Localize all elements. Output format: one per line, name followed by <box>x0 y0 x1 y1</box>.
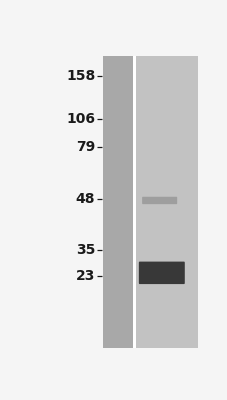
FancyBboxPatch shape <box>138 262 184 284</box>
Bar <box>136 56 197 348</box>
Text: 106: 106 <box>66 112 95 126</box>
Text: 158: 158 <box>66 69 95 83</box>
Text: 23: 23 <box>76 269 95 283</box>
Text: 79: 79 <box>76 140 95 154</box>
FancyBboxPatch shape <box>141 197 176 204</box>
Text: 35: 35 <box>76 243 95 257</box>
Bar <box>133 56 136 348</box>
Text: 48: 48 <box>75 192 95 206</box>
Bar <box>102 56 132 348</box>
